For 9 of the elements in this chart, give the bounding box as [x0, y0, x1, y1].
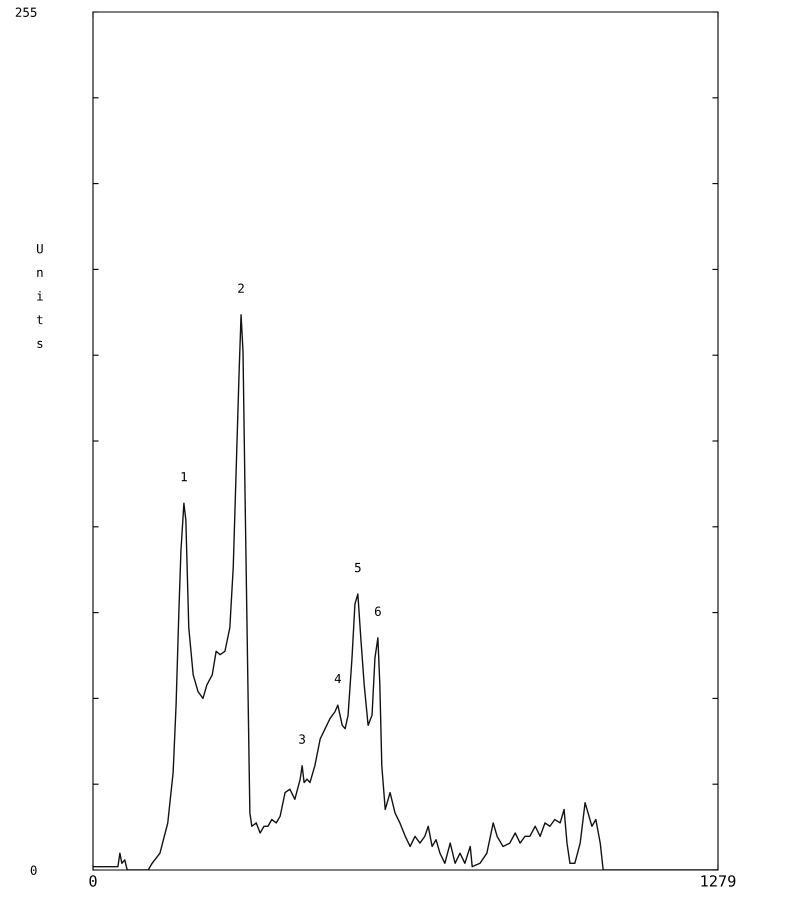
x-tick-label: 1279 [701, 875, 736, 887]
annotation: 1 [182, 472, 187, 482]
annotation: 5 [354, 562, 361, 572]
annotation: 6 [374, 606, 381, 616]
annotation: 3 [299, 734, 305, 744]
y-tick-label: 255 [16, 8, 36, 17]
text: Units [36, 244, 43, 348]
annotation: 2 [238, 284, 244, 293]
annotation: 4 [334, 674, 341, 684]
